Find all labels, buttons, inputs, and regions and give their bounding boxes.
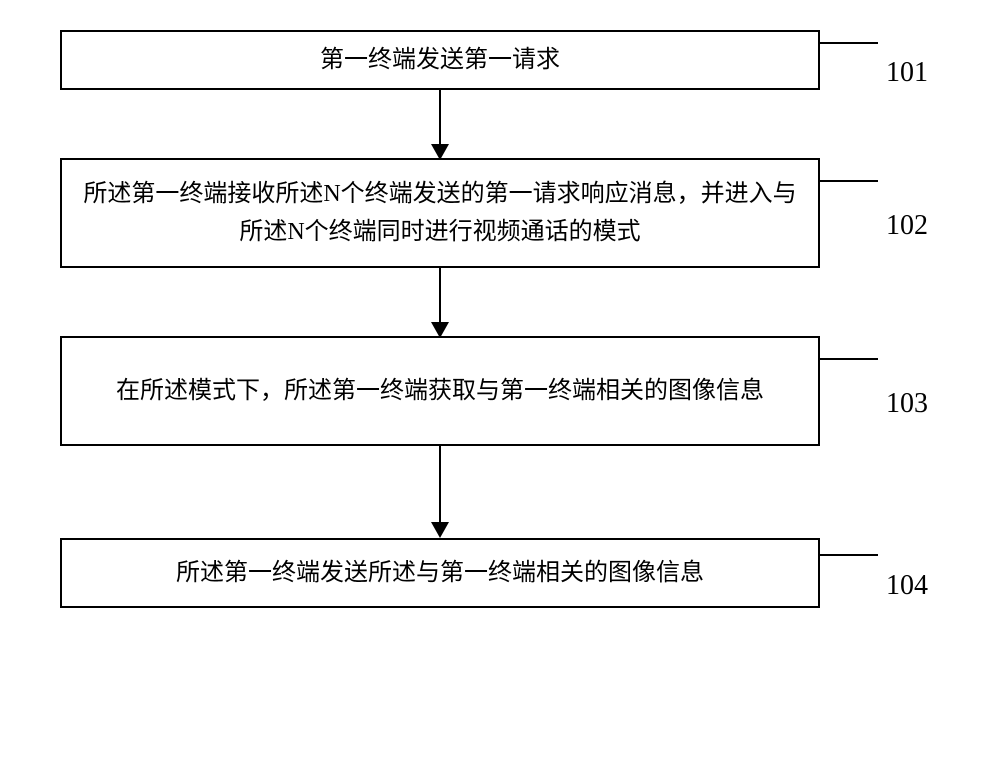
arrow-head-icon [431,522,449,538]
step-label: 103 [886,382,928,427]
step-label: 102 [886,204,928,249]
step-text: 所述第一终端接收所述N个终端发送的第一请求响应消息，并进入与所述N个终端同时进行… [82,175,798,252]
step-text: 在所述模式下，所述第一终端获取与第一终端相关的图像信息 [116,372,764,410]
label-leader [818,180,878,182]
step-box-4: 所述第一终端发送所述与第一终端相关的图像信息 104 [60,538,820,608]
label-leader [818,358,878,360]
step-box-3: 在所述模式下，所述第一终端获取与第一终端相关的图像信息 103 [60,336,820,446]
step-box-1: 第一终端发送第一请求 101 [60,30,820,90]
arrow-line [439,90,441,146]
arrow-line [439,268,441,324]
label-leader [818,42,878,44]
flowchart-container: 第一终端发送第一请求 101 所述第一终端接收所述N个终端发送的第一请求响应消息… [60,30,940,608]
arrow-3 [60,446,820,538]
step-text: 所述第一终端发送所述与第一终端相关的图像信息 [176,554,704,592]
step-box-2: 所述第一终端接收所述N个终端发送的第一请求响应消息，并进入与所述N个终端同时进行… [60,158,820,268]
label-leader [818,554,878,556]
step-label: 104 [886,564,928,609]
arrow-line [439,446,441,524]
step-text: 第一终端发送第一请求 [320,41,560,79]
arrow-1 [60,90,820,158]
arrow-2 [60,268,820,336]
step-label: 101 [886,51,928,96]
